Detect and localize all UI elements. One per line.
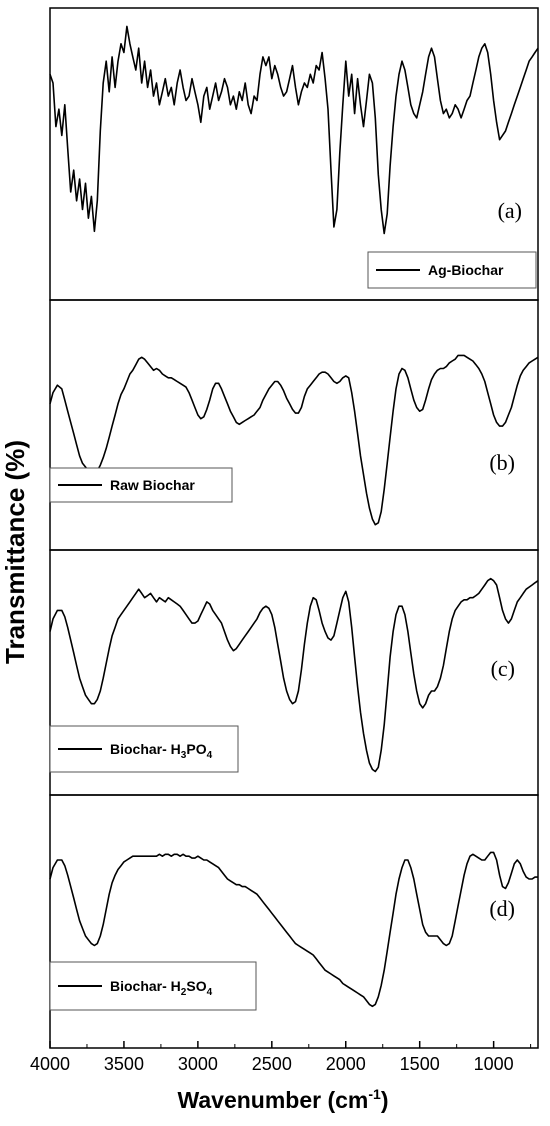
legend-box [49, 467, 233, 503]
x-tick-label: 1500 [400, 1054, 440, 1074]
panel-frame [49, 794, 539, 1049]
legend-label: Ag-Biochar [428, 262, 504, 278]
panel-label: (a) [498, 198, 522, 223]
panel-2: (b) Raw Biochar [49, 299, 539, 551]
panel-label: (d) [489, 896, 515, 921]
y-axis-title: Transmittance (%) [0, 440, 30, 664]
x-tick-label: 3500 [104, 1054, 144, 1074]
spectrum-line [49, 577, 539, 773]
legend-label: Raw Biochar [110, 477, 195, 493]
legend-label: Biochar- H2SO4 [110, 978, 213, 998]
panel-3: (c) Biochar- H3PO4 [49, 549, 539, 796]
x-tick-label: 4000 [30, 1054, 70, 1074]
legend: Ag-Biochar [367, 251, 537, 289]
spectrum-line [49, 851, 538, 1008]
panel-label: (b) [489, 450, 515, 475]
spectrum-line [49, 354, 539, 526]
legend-label: Biochar- H3PO4 [110, 741, 213, 761]
panel-label: (c) [491, 656, 515, 681]
panel-1: (a) Ag-Biochar [49, 7, 539, 301]
x-tick-label: 1000 [474, 1054, 514, 1074]
legend: Raw Biochar [49, 467, 233, 503]
panels: (a) Ag-Biochar (b) Raw Biochar (c) Biochar- H… [49, 7, 539, 1049]
x-tick-label: 2000 [326, 1054, 366, 1074]
x-tick-label: 3000 [178, 1054, 218, 1074]
legend: Biochar- H3PO4 [49, 725, 239, 773]
legend: Biochar- H2SO4 [49, 961, 257, 1011]
spectrum-line [49, 25, 539, 235]
panel-4: (d) Biochar- H2SO4 [49, 794, 539, 1049]
x-axis: 4000 3500 3000 2500 2000 1500 1000 [30, 1041, 532, 1074]
x-tick-label: 2500 [252, 1054, 292, 1074]
panel-frame [49, 299, 539, 551]
x-axis-title: Wavenumber (cm-1) [178, 1086, 389, 1113]
